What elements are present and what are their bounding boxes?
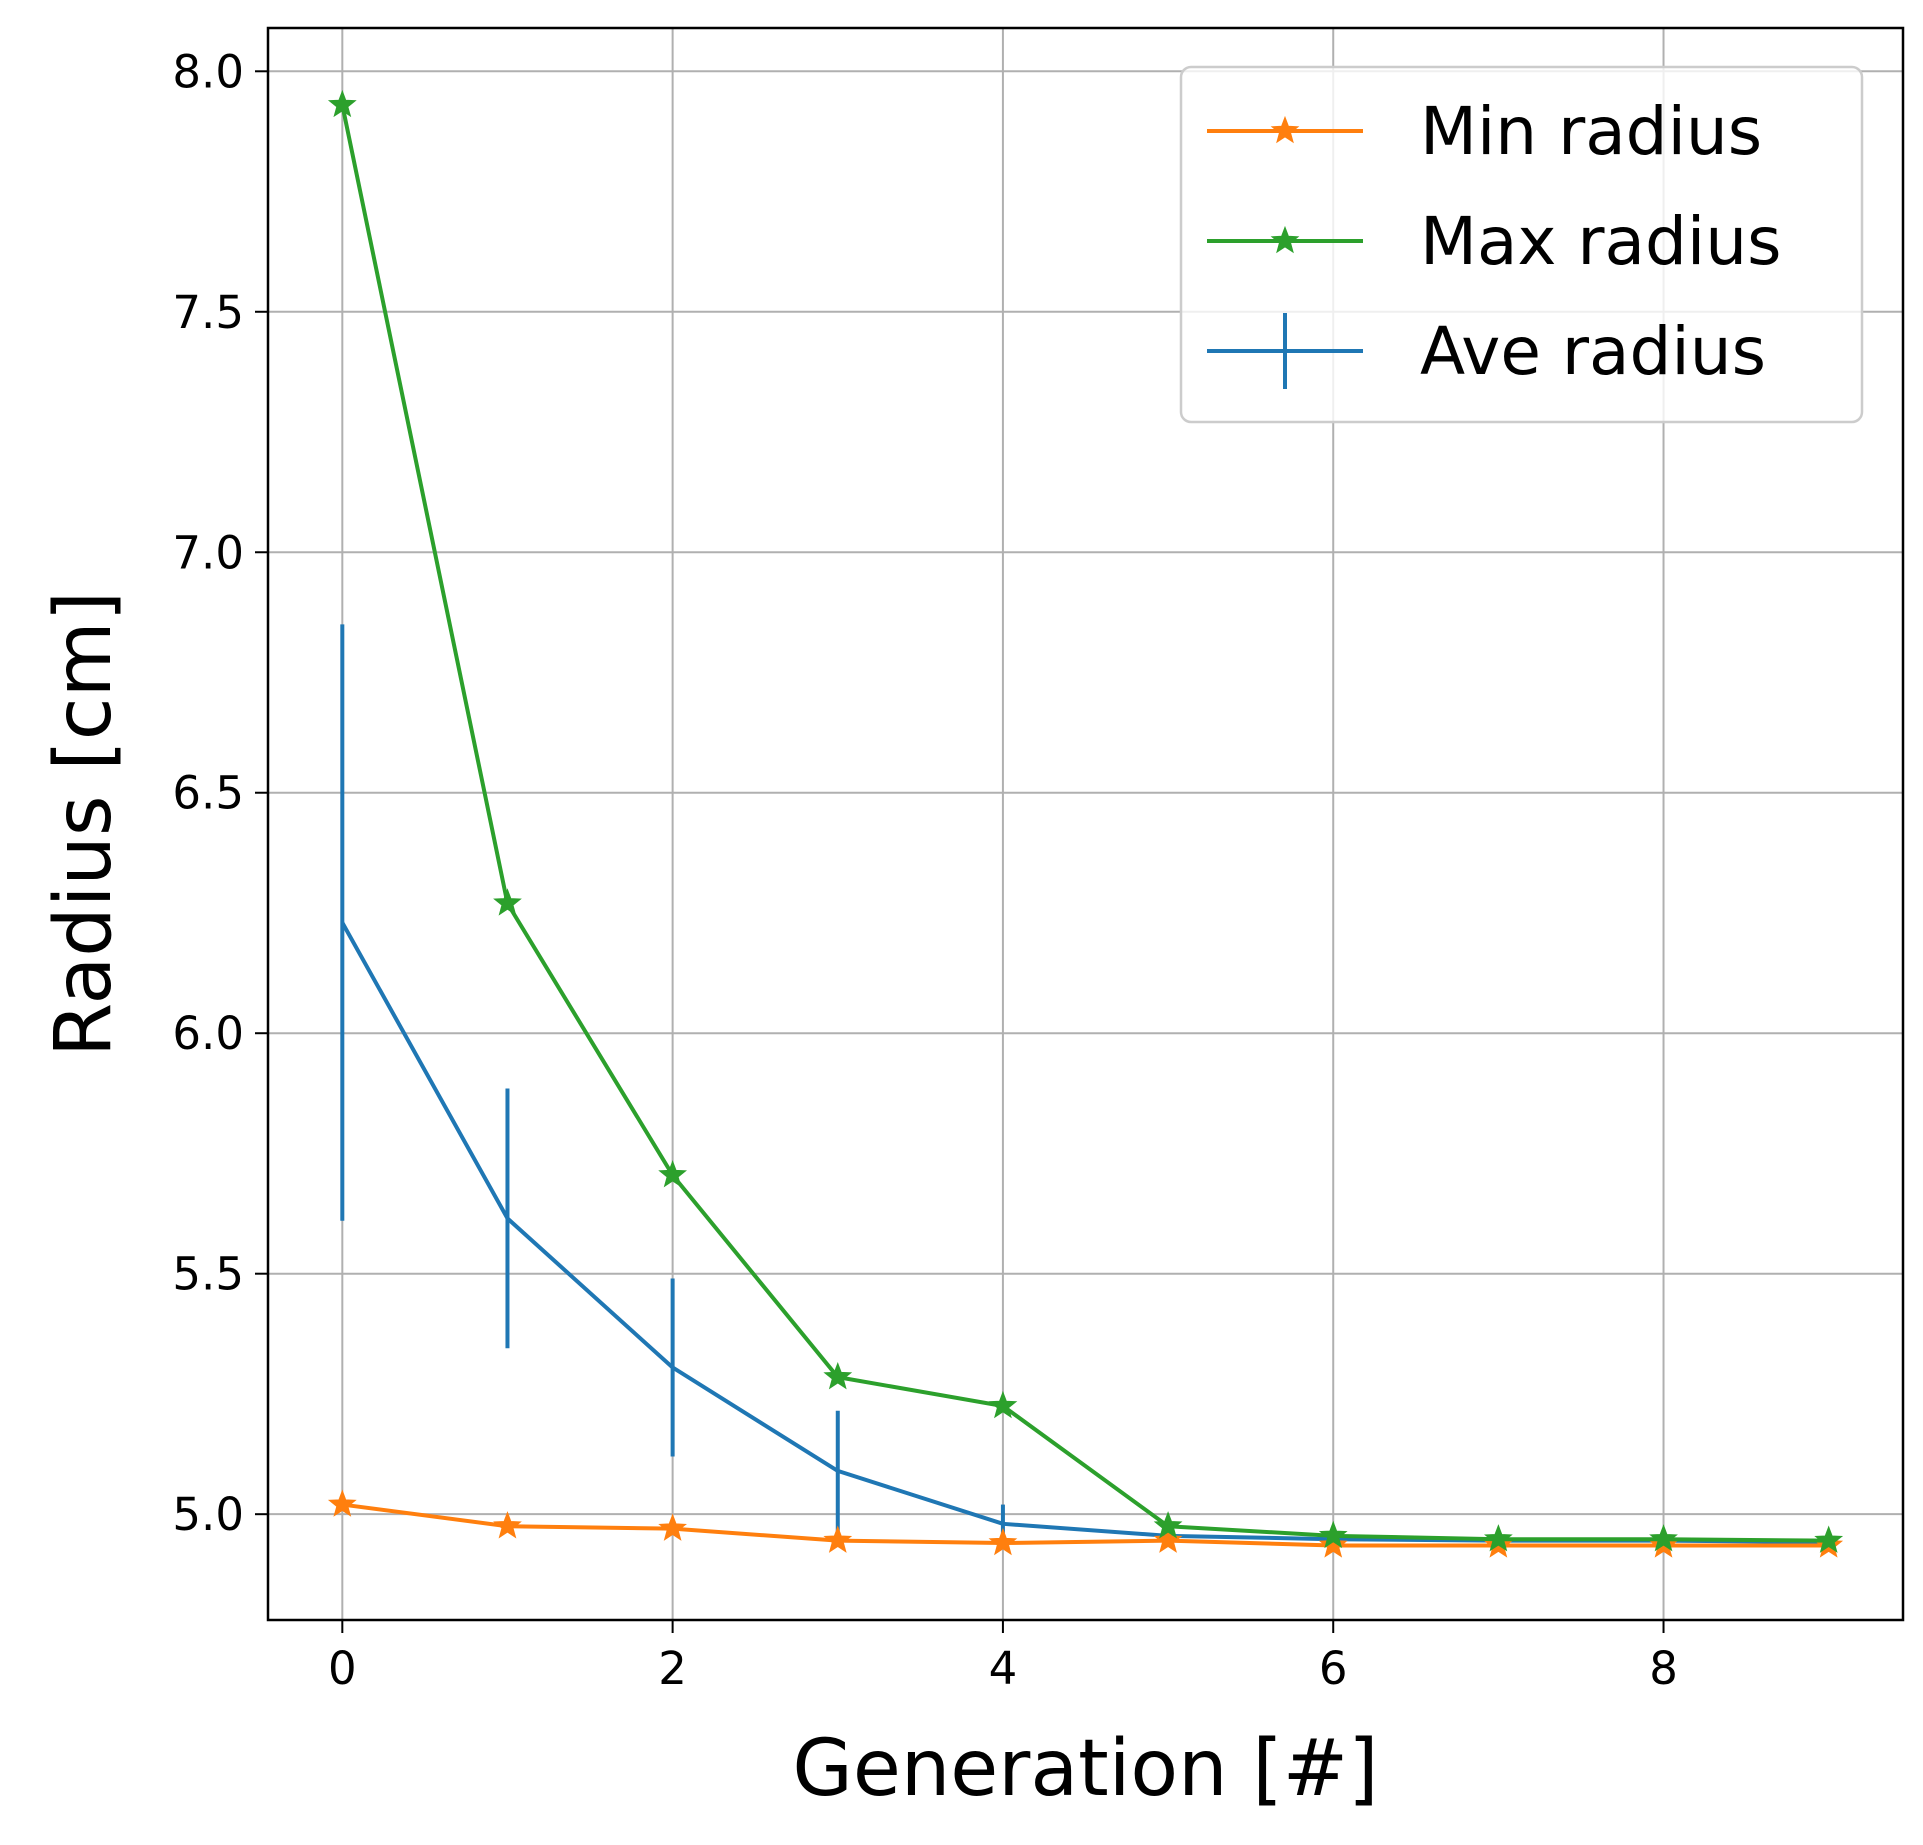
y-tick-label-5: 7.5 (172, 286, 244, 339)
y-tick-label-1: 5.5 (172, 1248, 244, 1301)
series-1-point-4 (988, 1390, 1018, 1419)
y-tick-label-0: 5.0 (172, 1488, 244, 1541)
series-0-point-5 (1153, 1525, 1183, 1553)
legend-item-0: Min radius (1207, 93, 1762, 170)
ticks: 0 2 4 6 8 5.0 5.5 6.0 6.5 7.0 7.5 8.0 (172, 45, 1677, 1695)
legend-box (1179, 65, 1864, 424)
legend: Min radius Max radius Ave radius (1179, 65, 1864, 424)
legend-star-marker-1 (1270, 225, 1300, 254)
series-0-point-3 (823, 1525, 853, 1553)
series-line-1 (340, 104, 1829, 1543)
series-1-point-7 (1484, 1524, 1513, 1552)
series-1-point-1 (493, 888, 522, 916)
legend-label-1: Max radius (1420, 203, 1781, 280)
y-axis-label: Radius [cm] (39, 591, 129, 1057)
series-0-point-6 (1318, 1530, 1348, 1558)
y-tick-label-4: 7.0 (172, 526, 244, 579)
plot-frame (266, 26, 1905, 1622)
x-tick-label-1: 2 (658, 1642, 687, 1695)
x-axis-label: Generation [#] (792, 1724, 1378, 1814)
x-tick-label-0: 0 (328, 1642, 357, 1695)
series-0-point-2 (658, 1513, 687, 1541)
x-tick-label-4: 8 (1649, 1642, 1678, 1695)
series-layer (327, 89, 1844, 1558)
series-1-point-9 (1814, 1525, 1844, 1553)
x-tick-label-2: 4 (989, 1642, 1018, 1695)
x-tick-label-3: 6 (1319, 1642, 1348, 1695)
series-line-0 (342, 1502, 1829, 1548)
series-1-point-3 (823, 1361, 853, 1390)
series-1-point-0 (327, 89, 357, 118)
series-0-point-4 (988, 1527, 1018, 1556)
legend-label-0: Min radius (1420, 93, 1762, 170)
y-tick-label-3: 6.5 (172, 767, 244, 820)
y-tick-label-2: 6.0 (172, 1007, 244, 1060)
series-0-point-0 (327, 1489, 357, 1517)
legend-item-2: Ave radius (1207, 313, 1766, 390)
series-1-point-6 (1318, 1520, 1348, 1549)
series-1-point-5 (1153, 1511, 1183, 1539)
legend-label-2: Ave radius (1420, 313, 1766, 390)
series-1-point-8 (1649, 1524, 1678, 1552)
y-tick-label-6: 8.0 (172, 45, 244, 98)
series-1-point-2 (658, 1159, 687, 1188)
series-0-point-1 (493, 1511, 522, 1539)
legend-star-marker-0 (1270, 115, 1300, 144)
series-max-radius (327, 89, 1844, 1553)
legend-item-1: Max radius (1207, 203, 1781, 280)
